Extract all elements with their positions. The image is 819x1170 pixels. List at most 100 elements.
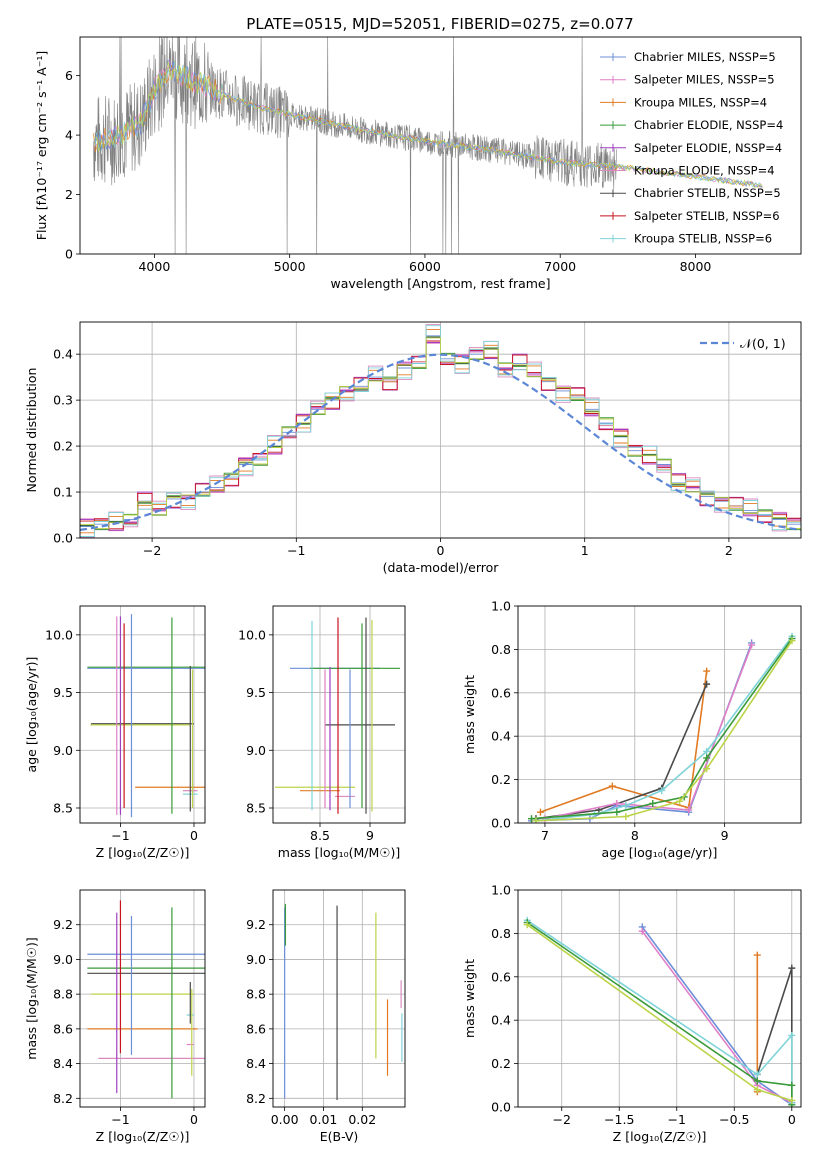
plot-area — [518, 890, 801, 1107]
series-point — [622, 812, 630, 820]
series-point — [608, 782, 616, 790]
series-line — [526, 919, 793, 1103]
series-point — [622, 802, 630, 810]
x-tick-label: 0.01 — [310, 1112, 338, 1127]
x-tick-label: −2 — [552, 1112, 570, 1127]
plot-area — [273, 606, 405, 823]
x-tick-label: 0 — [437, 543, 445, 558]
y-tick-label: 9.5 — [246, 685, 266, 700]
series-line — [641, 926, 793, 1106]
series-point — [523, 921, 531, 929]
y-tick-label: 8.2 — [53, 1091, 73, 1106]
y-tick-label: 8.5 — [246, 800, 266, 815]
y-tick-label: 9.0 — [53, 952, 73, 967]
y-tick-label: 8.8 — [53, 987, 73, 1002]
axes-frame — [517, 889, 802, 1108]
series-line — [526, 921, 793, 1105]
y-tick-label: 0.8 — [491, 642, 511, 657]
series-point — [527, 815, 535, 823]
series-point — [613, 799, 621, 807]
plot-area — [273, 890, 405, 1107]
y-tick-label: 0.3 — [53, 393, 73, 408]
y-axis-label: Flux [fλ10⁻¹⁷ erg cm⁻² s⁻¹ A⁻¹] — [34, 51, 49, 240]
series-line — [535, 640, 793, 822]
x-tick-label: 7 — [541, 828, 549, 843]
legend-label: Salpeter ELODIE, NSSP=4 — [634, 141, 782, 155]
series-point — [649, 799, 657, 807]
series-point — [532, 817, 540, 823]
x-tick-label: −1 — [111, 1112, 129, 1127]
histogram-series — [80, 337, 801, 530]
plot-area — [80, 890, 205, 1107]
axes-frame — [79, 605, 206, 824]
series-line — [535, 635, 793, 822]
axes-frame — [272, 605, 406, 824]
legend-label: 𝒩(0, 1) — [740, 336, 786, 351]
series-point — [753, 951, 761, 959]
y-tick-label: 0.2 — [491, 772, 511, 787]
panel-residuals: 𝒩(0, 1) −2 −1 0 1 2 0.0 0.1 0.2 0.3 0.4 (data-model… — [24, 321, 802, 575]
x-axis-label: E(B-V) — [320, 1129, 359, 1144]
y-tick-label: 6 — [65, 68, 73, 83]
x-axis-label: Z [log₁₀(Z/Z☉)] — [96, 1129, 190, 1144]
x-axis-label: mass [log₁₀(M/M☉)] — [278, 845, 400, 860]
y-tick-label: 9.2 — [246, 917, 266, 932]
panel-mass-vs-z: −1 0 8.2 8.4 8.6 8.8 9.0 9.2 Z [log₁₀(Z/Z☉)] mass… — [24, 889, 206, 1144]
legend-label: Chabrier ELODIE, NSSP=4 — [634, 118, 783, 132]
y-tick-label: 0.0 — [491, 1100, 511, 1115]
y-tick-label: 10.0 — [45, 627, 73, 642]
y-tick-label: 8.6 — [246, 1021, 266, 1036]
plot-area — [80, 606, 205, 823]
y-tick-label: 0.0 — [491, 816, 511, 831]
panel-mass-vs-ebv: 0.00 0.01 0.02 8.2 8.4 8.6 8.8 9.0 9.2 E(B-V) — [246, 889, 406, 1144]
series-point — [676, 797, 684, 805]
y-tick-label: 8.4 — [246, 1056, 266, 1071]
x-tick-label: 0 — [788, 1112, 796, 1127]
legend-label: Kroupa ELODIE, NSSP=4 — [634, 164, 775, 178]
y-tick-label: 1.0 — [491, 599, 511, 614]
plot-area — [80, 322, 801, 538]
x-tick-label: 6000 — [409, 259, 441, 274]
series-point — [788, 1081, 796, 1089]
series-point — [748, 641, 756, 649]
series-line — [540, 670, 708, 813]
x-tick-label: −1.5 — [604, 1112, 634, 1127]
y-tick-label: 0.4 — [491, 1013, 511, 1028]
y-axis-label: age [log₁₀(age/yr)] — [24, 657, 39, 773]
y-tick-label: 0.2 — [491, 1056, 511, 1071]
x-tick-label: 8.5 — [310, 828, 330, 843]
legend: 𝒩(0, 1) — [700, 336, 786, 351]
x-tick-label: 5000 — [274, 259, 306, 274]
series-point — [613, 808, 621, 816]
y-tick-label: 0.2 — [53, 439, 73, 454]
panel-age-vs-mass: 8.5 9 8.5 9.0 9.5 10.0 mass [log₁₀(M/M☉)] — [238, 605, 406, 860]
plot-area — [93, 37, 763, 254]
model-fit-line — [93, 61, 763, 188]
x-tick-label: 9 — [366, 828, 374, 843]
y-tick-label: 8.2 — [246, 1091, 266, 1106]
y-tick-label: 8.6 — [53, 1021, 73, 1036]
x-tick-label: 0.00 — [271, 1112, 299, 1127]
panel-massweight-vs-age: 7 8 9 0.0 0.2 0.4 0.6 0.8 1.0 age [log₁₀(age/yr)]… — [462, 599, 802, 860]
y-tick-label: 0 — [65, 247, 73, 262]
legend: Chabrier MILES, NSSP=5 Salpeter MILES, NS… — [600, 50, 783, 246]
model-fit-line — [93, 59, 763, 188]
x-tick-label: 4000 — [138, 259, 170, 274]
series-point — [536, 808, 544, 816]
y-tick-label: 0.1 — [53, 485, 73, 500]
x-tick-label: 0 — [190, 1112, 198, 1127]
series-point — [753, 1077, 761, 1085]
x-axis-label: Z [log₁₀(Z/Z☉)] — [96, 845, 190, 860]
series-point — [753, 1070, 761, 1078]
series-line — [531, 638, 793, 820]
y-tick-label: 0.4 — [53, 347, 73, 362]
series-point — [703, 747, 711, 755]
axes-frame — [79, 36, 802, 255]
x-tick-label: −2 — [143, 543, 161, 558]
x-tick-label: 7000 — [544, 259, 576, 274]
x-tick-label: 0 — [190, 828, 198, 843]
y-tick-label: 9.0 — [53, 743, 73, 758]
x-tick-label: −1 — [111, 828, 129, 843]
y-tick-label: 0.6 — [491, 969, 511, 984]
